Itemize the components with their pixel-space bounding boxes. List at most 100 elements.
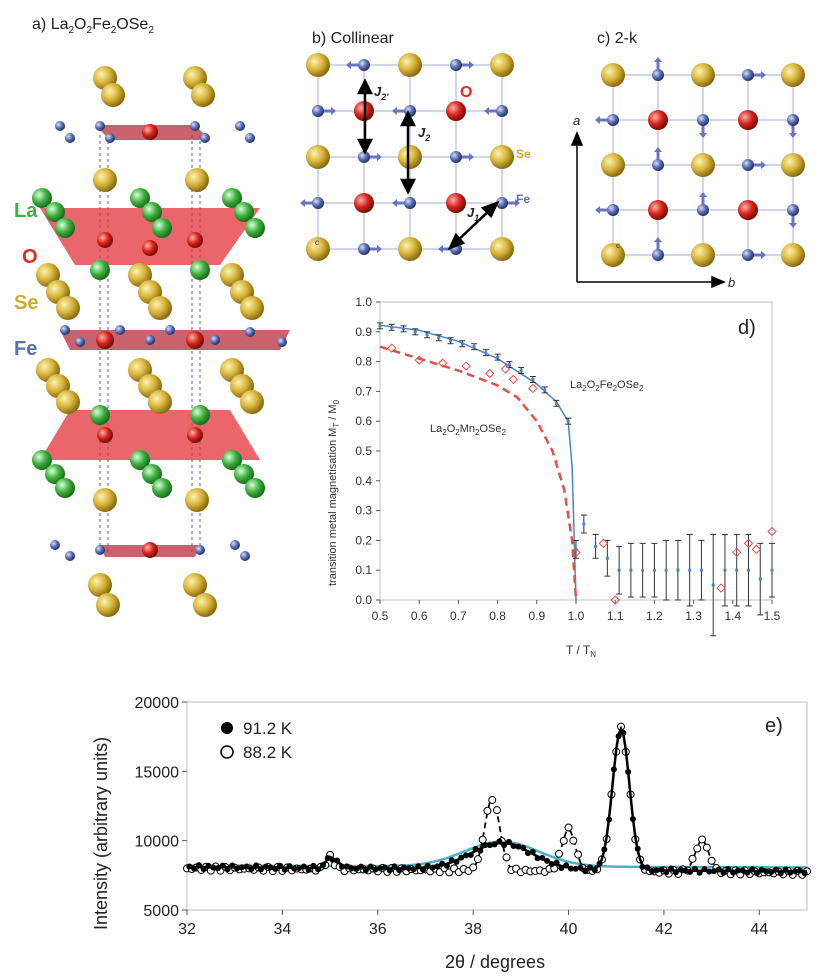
data-point-91K (701, 866, 708, 873)
se-atom (398, 145, 422, 169)
crystal-structure-figure (32, 66, 290, 617)
data-point-91K (410, 866, 417, 873)
x-tick-label: 32 (178, 921, 196, 938)
x-tick-label: 1.2 (646, 609, 663, 623)
data-point-91K (443, 862, 450, 869)
se-atom (490, 237, 514, 261)
panel-e-label: e) (765, 715, 783, 737)
data-point-91K (563, 862, 570, 869)
diffraction-chart: 32 34 36 38 40 42 44 5000 10000 15000 20000 e) 91.… (91, 695, 811, 972)
data-point-91K (324, 855, 331, 862)
data-point-88K (483, 806, 492, 815)
x-tick-label: 40 (560, 921, 578, 938)
x-tick-label: 0.9 (528, 609, 545, 623)
x-tick-label: 1.5 (764, 609, 781, 623)
data-point-91K (319, 862, 326, 869)
data-point-91K (467, 851, 474, 858)
data-point-88K (564, 823, 573, 832)
data-point-mn (438, 358, 448, 368)
legend-fe: Fe (14, 338, 38, 360)
e-xlabel: 2θ / degrees (445, 952, 545, 972)
data-point-91K (362, 867, 369, 874)
data-point-88K (698, 835, 707, 844)
data-point-fe (688, 568, 692, 572)
se-atom (781, 153, 805, 177)
x-tick-label: 1.1 (607, 609, 624, 623)
data-point-fe (617, 568, 621, 572)
o-species-label: O (460, 84, 472, 101)
y-tick-label: 0.4 (355, 474, 372, 488)
data-point-91K (234, 865, 241, 872)
data-point-91K (601, 846, 608, 853)
data-point-91K (510, 843, 517, 850)
data-point-fe (390, 325, 394, 329)
series-label-mn: La2O2Mn2OSe2 (430, 423, 506, 437)
x-tick-label: 42 (655, 921, 673, 938)
data-point-fe (554, 401, 558, 405)
data-point-91K (262, 863, 269, 870)
data-point-91K (281, 866, 288, 873)
data-point-91K (644, 864, 651, 871)
fe-atom (652, 69, 664, 81)
fe-species-label: Fe (516, 192, 530, 206)
data-point-91K (195, 862, 202, 869)
data-point-91K (405, 865, 412, 872)
data-point-88K (502, 853, 511, 862)
fe-atom (607, 114, 619, 126)
data-point-91K (658, 866, 665, 873)
o-atom (354, 193, 374, 213)
se-atom (781, 63, 805, 87)
spin-arrowhead (515, 199, 520, 207)
legend-la: La (14, 200, 38, 222)
data-point-88K (707, 856, 716, 865)
data-point-91K (472, 845, 479, 852)
data-point-91K (186, 863, 193, 870)
se-atom (601, 243, 625, 267)
y-tick-label: 0.9 (355, 325, 372, 339)
data-point-91K (720, 869, 727, 876)
data-point-fe (711, 583, 715, 587)
spin-arrowhead (300, 199, 305, 207)
x-tick-label: 36 (369, 921, 387, 938)
data-point-91K (267, 864, 274, 871)
data-point-fe (629, 568, 633, 572)
data-point-91K (782, 866, 789, 873)
data-point-mn (414, 355, 424, 365)
axis-arrows (570, 131, 726, 289)
data-point-91K (296, 865, 303, 872)
se-atom (306, 53, 330, 77)
data-point-fe (758, 577, 762, 581)
x-tick-label: 1.3 (685, 609, 702, 623)
data-point-88K (693, 844, 702, 853)
se-atom (691, 243, 715, 267)
data-point-91K (248, 866, 255, 873)
data-point-mn (485, 368, 495, 379)
se-atom (490, 145, 514, 169)
y-tick-label: 10000 (135, 834, 180, 851)
data-point-91K (591, 867, 598, 874)
data-point-mn (732, 547, 742, 558)
y-tick-label: 0.8 (355, 355, 372, 369)
data-point-88K (473, 855, 482, 864)
data-point-91K (796, 867, 803, 874)
fe-atom (652, 249, 664, 261)
data-point-mn (598, 538, 609, 549)
data-point-mn (716, 583, 726, 593)
fe-atom (358, 243, 370, 255)
axis-a-label: a (573, 113, 580, 128)
data-point-91K (453, 858, 460, 865)
se-atom (601, 63, 625, 87)
fe-atom (787, 204, 799, 216)
y-tick-label: 1.0 (355, 296, 372, 309)
data-point-fe (582, 522, 586, 526)
data-point-91K (649, 868, 655, 875)
data-point-91K (496, 838, 503, 845)
data-point-91K (315, 866, 322, 873)
data-point-fe (472, 345, 476, 349)
data-point-88K (478, 835, 487, 844)
data-point-mn (528, 383, 538, 394)
data-point-91K (396, 867, 403, 874)
spin-arrowhead (377, 245, 382, 253)
spin-arrowhead (761, 161, 766, 169)
fe-atom (358, 59, 370, 71)
